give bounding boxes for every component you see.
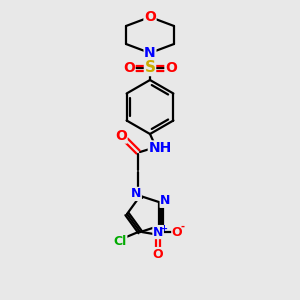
Text: N: N <box>160 194 171 207</box>
Text: N: N <box>153 226 163 238</box>
Text: -: - <box>180 222 184 232</box>
Text: O: O <box>153 248 164 261</box>
Text: O: O <box>165 61 177 75</box>
Text: O: O <box>115 129 127 143</box>
Text: +: + <box>160 224 167 232</box>
Text: Cl: Cl <box>113 235 127 248</box>
Text: O: O <box>123 61 135 75</box>
Text: N: N <box>131 188 141 200</box>
Text: NH: NH <box>148 141 172 155</box>
Text: O: O <box>172 226 182 238</box>
Text: S: S <box>145 61 155 76</box>
Text: O: O <box>144 10 156 24</box>
Text: N: N <box>144 46 156 60</box>
